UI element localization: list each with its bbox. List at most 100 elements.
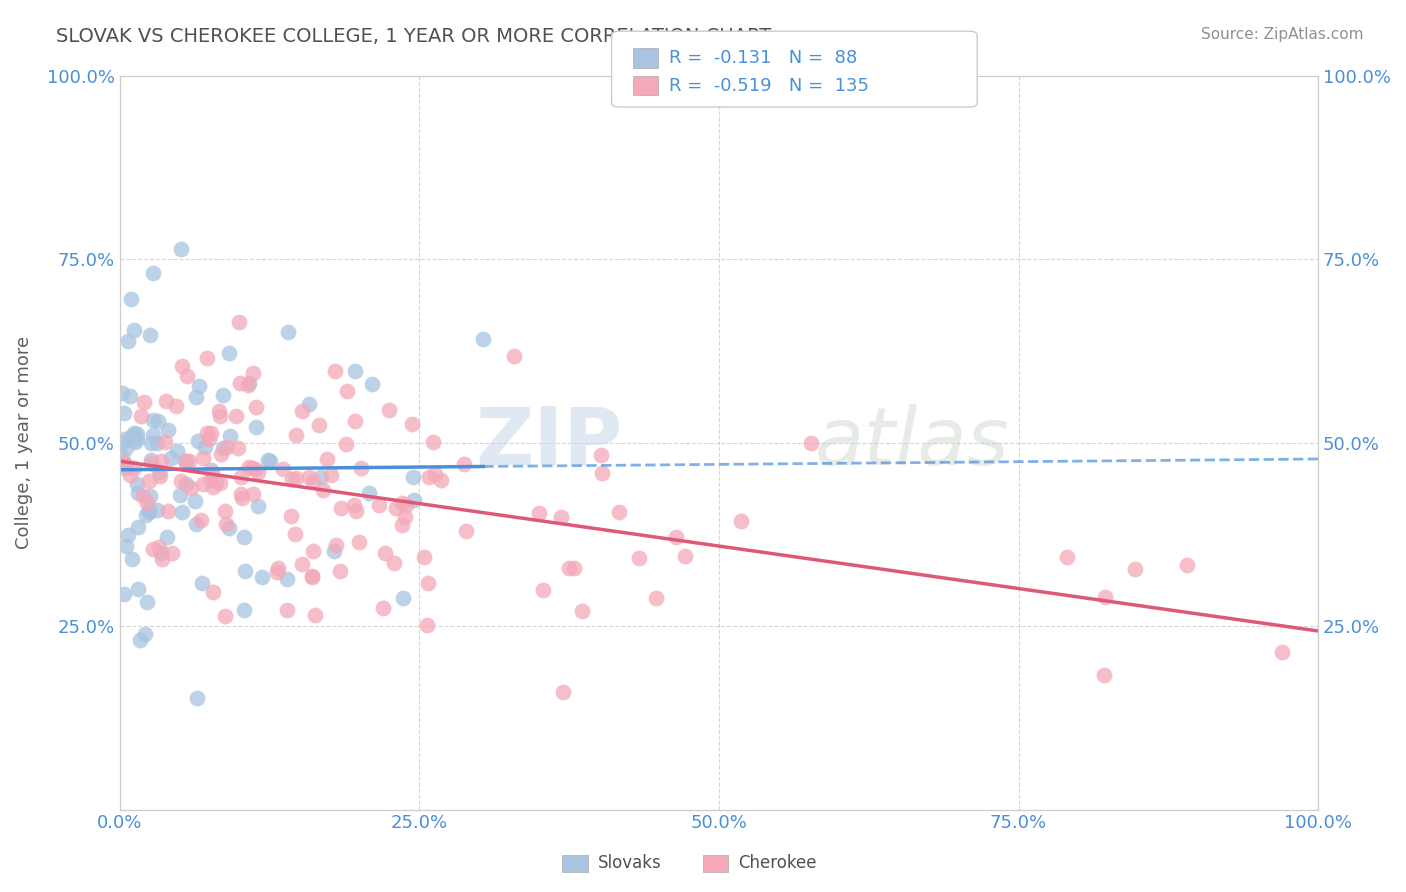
Point (423, 467, 446, 482)
Point (290, 404, 312, 418)
Point (312, 483, 335, 497)
Point (202, 584, 225, 599)
Point (394, 510, 416, 524)
Point (215, 516, 238, 531)
Point (142, 428, 165, 442)
Point (135, 508, 157, 523)
Point (180, 481, 202, 495)
Point (127, 582, 149, 596)
Point (336, 384, 359, 399)
Point (139, 489, 162, 503)
Point (124, 435, 146, 450)
Point (238, 376, 260, 391)
Point (298, 397, 321, 411)
Point (231, 491, 253, 505)
Point (329, 564, 352, 578)
Point (124, 461, 146, 475)
Point (322, 544, 344, 558)
Point (150, 454, 173, 468)
Point (194, 440, 217, 454)
Point (120, 389, 142, 403)
Point (212, 388, 235, 402)
Point (385, 500, 408, 515)
Point (454, 524, 477, 539)
Point (208, 403, 231, 417)
Point (115, 539, 138, 553)
Point (120, 292, 142, 306)
Y-axis label: College, 1 year or more: College, 1 year or more (15, 336, 32, 549)
Point (371, 601, 394, 615)
Point (285, 428, 308, 442)
Point (121, 551, 143, 566)
Point (422, 435, 444, 450)
Point (139, 453, 162, 467)
Point (231, 487, 253, 501)
Text: SLOVAK VS CHEROKEE COLLEGE, 1 YEAR OR MORE CORRELATION CHART: SLOVAK VS CHEROKEE COLLEGE, 1 YEAR OR MO… (56, 27, 772, 45)
Point (228, 315, 250, 329)
Point (1271, 645, 1294, 659)
Point (139, 456, 162, 470)
Point (242, 487, 264, 501)
Point (607, 505, 630, 519)
Point (645, 591, 668, 605)
Point (150, 546, 173, 560)
Point (391, 496, 413, 510)
Point (200, 425, 222, 440)
Point (122, 322, 145, 336)
Text: Slovaks: Slovaks (598, 855, 661, 872)
Point (330, 500, 353, 515)
Point (1056, 549, 1078, 564)
Point (247, 499, 270, 513)
Point (138, 505, 160, 519)
Point (304, 607, 326, 622)
Text: Source: ZipAtlas.com: Source: ZipAtlas.com (1201, 27, 1364, 42)
Point (325, 538, 347, 552)
Point (382, 556, 405, 570)
Point (139, 436, 162, 450)
Point (112, 456, 135, 470)
Point (111, 450, 134, 464)
Point (170, 243, 193, 257)
Point (129, 409, 152, 423)
Point (174, 453, 197, 467)
Point (111, 434, 134, 449)
Point (238, 377, 260, 392)
Point (186, 516, 208, 531)
Point (134, 627, 156, 641)
Point (266, 565, 288, 579)
Point (374, 546, 396, 560)
Point (665, 530, 688, 544)
Point (250, 570, 273, 584)
Point (117, 334, 139, 349)
Point (190, 576, 212, 591)
Text: R =  -0.131   N =  88: R = -0.131 N = 88 (669, 49, 858, 67)
Point (187, 434, 209, 448)
Point (174, 476, 197, 491)
Point (453, 457, 475, 471)
Point (344, 504, 367, 518)
Point (302, 543, 325, 558)
Point (401, 417, 423, 431)
Point (562, 561, 585, 575)
Point (201, 466, 224, 480)
Text: atlas: atlas (815, 403, 1010, 482)
Point (277, 325, 299, 339)
Point (156, 530, 179, 544)
Point (142, 542, 165, 557)
Point (190, 513, 212, 527)
Point (132, 394, 155, 409)
Point (135, 495, 157, 509)
Point (232, 603, 254, 617)
Point (378, 402, 401, 417)
Point (209, 475, 232, 490)
Point (276, 603, 298, 617)
Point (148, 465, 170, 479)
Point (146, 413, 169, 427)
Point (150, 552, 173, 566)
Point (114, 461, 136, 475)
Point (247, 465, 270, 479)
Point (673, 549, 696, 563)
Point (198, 433, 221, 447)
Point (472, 332, 495, 346)
Point (177, 453, 200, 467)
